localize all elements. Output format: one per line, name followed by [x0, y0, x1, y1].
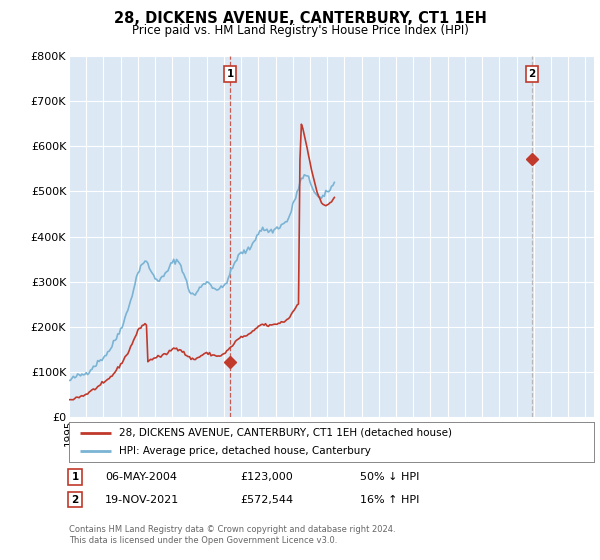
Text: 28, DICKENS AVENUE, CANTERBURY, CT1 1EH (detached house): 28, DICKENS AVENUE, CANTERBURY, CT1 1EH … [119, 428, 452, 437]
Text: Contains HM Land Registry data © Crown copyright and database right 2024.
This d: Contains HM Land Registry data © Crown c… [69, 525, 395, 545]
Text: 19-NOV-2021: 19-NOV-2021 [105, 494, 179, 505]
Text: 1: 1 [71, 472, 79, 482]
Text: Price paid vs. HM Land Registry's House Price Index (HPI): Price paid vs. HM Land Registry's House … [131, 24, 469, 37]
Text: 1: 1 [226, 69, 233, 79]
Text: 2: 2 [71, 494, 79, 505]
Text: 06-MAY-2004: 06-MAY-2004 [105, 472, 177, 482]
Text: 2: 2 [529, 69, 536, 79]
Text: HPI: Average price, detached house, Canterbury: HPI: Average price, detached house, Cant… [119, 446, 371, 456]
Text: 16% ↑ HPI: 16% ↑ HPI [360, 494, 419, 505]
Text: 28, DICKENS AVENUE, CANTERBURY, CT1 1EH: 28, DICKENS AVENUE, CANTERBURY, CT1 1EH [113, 11, 487, 26]
Text: £123,000: £123,000 [240, 472, 293, 482]
Text: 50% ↓ HPI: 50% ↓ HPI [360, 472, 419, 482]
Text: £572,544: £572,544 [240, 494, 293, 505]
